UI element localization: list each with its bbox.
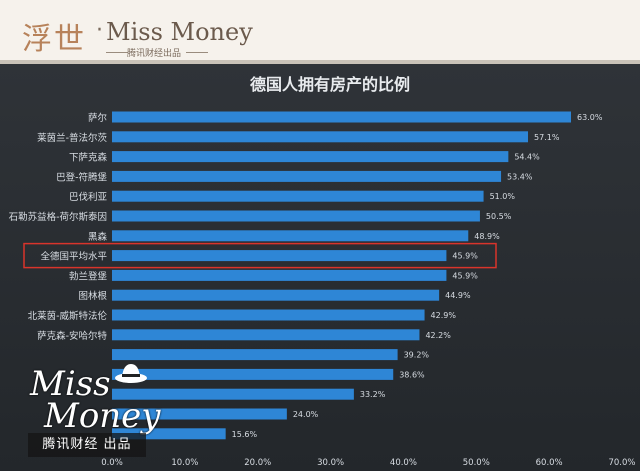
category-label: 巴登-符腾堡	[56, 171, 107, 183]
category-label: 莱茵兰-普法尔茨	[37, 132, 107, 144]
brand-name: Miss Money	[106, 18, 253, 46]
bar	[112, 349, 398, 361]
bar	[112, 388, 354, 400]
brand-rule-right	[186, 52, 208, 53]
bar	[112, 190, 484, 202]
hat-icon	[115, 364, 147, 383]
watermark-label: 腾讯财经 出品	[28, 433, 146, 457]
x-tick-label: 0.0%	[101, 458, 123, 468]
x-tick-label: 50.0%	[463, 458, 490, 468]
bar	[112, 368, 394, 380]
watermark-script-line2: Money	[44, 396, 161, 436]
value-label: 48.9%	[474, 232, 500, 241]
x-tick-label: 70.0%	[608, 458, 635, 468]
bar	[112, 250, 447, 262]
bar	[112, 131, 529, 143]
value-label: 44.9%	[445, 291, 471, 300]
bar	[112, 170, 502, 182]
value-label: 53.4%	[507, 172, 533, 181]
chart-title: 德国人拥有房产的比例	[250, 75, 410, 94]
bar	[112, 289, 440, 301]
bar	[112, 329, 420, 341]
value-label: 50.5%	[486, 212, 512, 221]
bar	[112, 230, 469, 242]
category-label: 勃兰登堡	[69, 270, 108, 282]
category-label: 图林根	[78, 290, 107, 302]
brand-rule-left	[106, 52, 128, 53]
x-tick-label: 30.0%	[317, 458, 344, 468]
watermark-logo: Miss Money	[30, 364, 161, 436]
brand-subtitle: 腾讯财经出品	[127, 49, 182, 59]
bar	[112, 408, 287, 420]
highlight-box	[23, 242, 497, 269]
category-label: 全德国平均水平	[40, 251, 107, 263]
bar	[112, 309, 425, 321]
bar	[112, 428, 226, 440]
bar	[112, 269, 447, 281]
value-label: 33.2%	[360, 390, 386, 399]
x-tick-label: 40.0%	[390, 458, 417, 468]
brand-separator: ·	[96, 18, 103, 43]
value-label: 38.6%	[399, 370, 425, 379]
header-banner: 浮世 · Miss Money 腾讯财经出品	[0, 0, 640, 64]
value-label: 15.6%	[232, 430, 258, 439]
category-label: 萨尔	[88, 112, 108, 124]
category-label: 石勒苏益格-荷尔斯泰因	[9, 211, 107, 223]
value-label: 45.9%	[452, 252, 478, 261]
value-label: 42.2%	[425, 331, 451, 340]
category-label: 巴伐利亚	[69, 191, 108, 203]
value-label: 24.0%	[293, 410, 319, 419]
bar	[112, 151, 509, 163]
category-label: 黑森	[88, 231, 108, 243]
category-label: 萨克森-安哈尔特	[37, 330, 107, 342]
value-label: 51.0%	[490, 192, 516, 201]
value-label: 63.0%	[577, 113, 603, 122]
x-tick-label: 60.0%	[536, 458, 563, 468]
x-tick-label: 10.0%	[171, 458, 198, 468]
value-label: 42.9%	[431, 311, 457, 320]
value-label: 39.2%	[404, 351, 430, 360]
value-label: 54.4%	[514, 153, 540, 162]
brand-logo-hanzi: 浮世	[22, 22, 86, 57]
bar	[112, 111, 571, 123]
watermark-script-line1: Miss	[30, 364, 111, 404]
category-label: 下萨克森	[69, 152, 108, 164]
value-label: 45.9%	[452, 271, 478, 280]
value-label: 57.1%	[534, 133, 560, 142]
category-label: 北莱茵-威斯特法伦	[28, 310, 108, 322]
bar	[112, 210, 480, 222]
x-tick-label: 20.0%	[244, 458, 271, 468]
